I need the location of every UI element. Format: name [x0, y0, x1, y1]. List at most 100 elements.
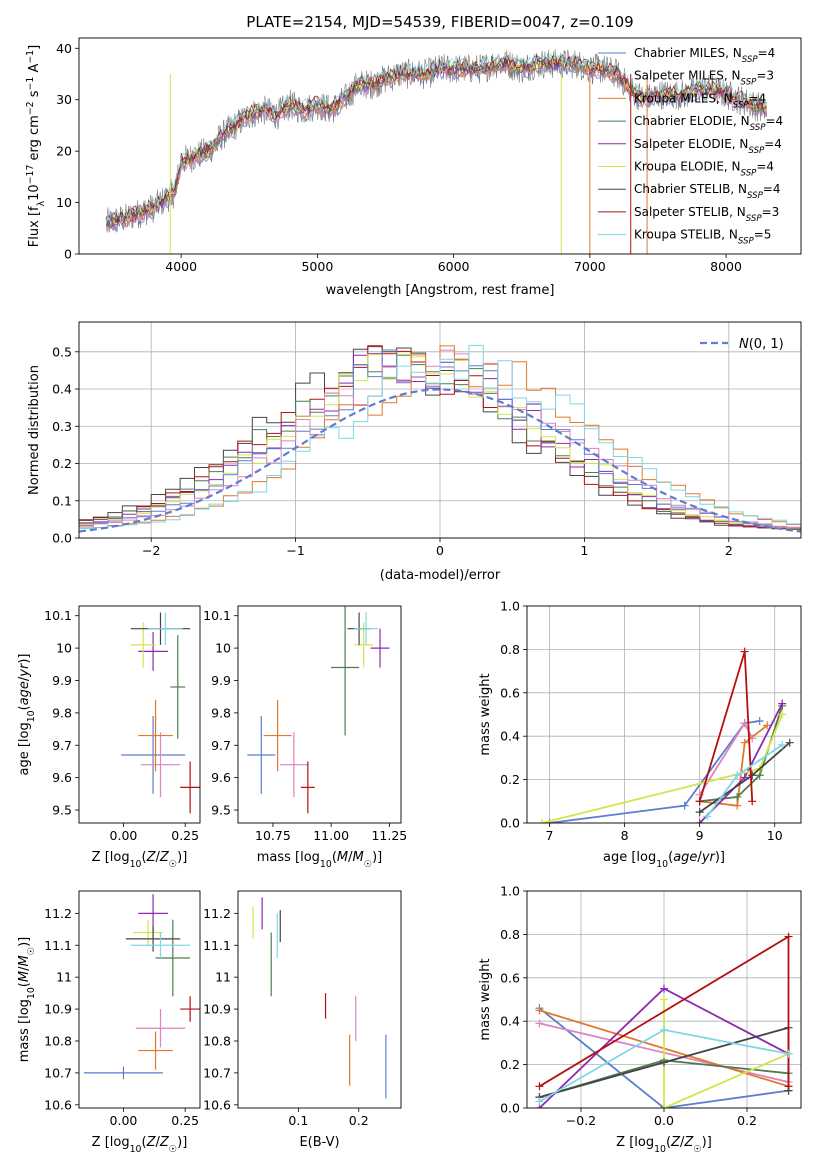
x-tick-label: 11.00: [313, 828, 349, 843]
axes-frame: [237, 890, 402, 1109]
y-tick-label: 11: [215, 970, 231, 985]
x-tick-label: 2: [725, 543, 733, 558]
y-tick-label: 0.1: [52, 493, 72, 508]
y-axis-label: Normed distribution: [27, 365, 42, 495]
y-tick-label: 20: [56, 144, 72, 159]
y-tick-label: 0.0: [500, 1101, 520, 1116]
axes-frame: [237, 605, 402, 824]
x-tick-label: 0: [436, 543, 444, 558]
x-tick-label: 0.25: [171, 828, 199, 843]
weight-marker: [535, 1006, 544, 1015]
axes-frame: [78, 890, 201, 1109]
y-axis-label: mass [log10(M/M☉)]: [17, 937, 37, 1063]
weight-marker: [733, 792, 742, 801]
x-tick-label: 0.0: [654, 1113, 674, 1128]
x-axis-label: Z [log10(Z/Z☉)]: [92, 1135, 188, 1155]
y-tick-label: 10.1: [203, 608, 231, 623]
y-tick-label: 10: [56, 195, 72, 210]
y-tick-label: 11.1: [203, 938, 231, 953]
x-axis-label: (data-model)/error: [380, 568, 501, 583]
y-tick-label: 11: [56, 970, 72, 985]
axes-frame: [526, 890, 802, 1109]
x-axis-label: wavelength [Angstrom, rest frame]: [326, 283, 555, 298]
y-tick-label: 9.7: [52, 738, 72, 753]
legend-entry: Chabrier MILES, NSSP=4: [634, 46, 775, 65]
plot-area-spectrum: [105, 48, 768, 254]
plot-area-weight-vs-age: [538, 647, 794, 823]
weight-marker: [740, 738, 749, 747]
weight-marker: [778, 710, 787, 719]
y-tick-label: 10.1: [44, 608, 72, 623]
plot-area-residuals: [79, 344, 801, 533]
x-tick-label: −2: [142, 543, 160, 558]
weight-marker: [763, 721, 772, 730]
y-tick-label: 9.5: [211, 803, 231, 818]
histogram-2: [79, 345, 801, 529]
chart-title: PLATE=2154, MJD=54539, FIBERID=0047, z=0…: [246, 13, 633, 31]
weight-marker: [733, 801, 742, 810]
y-tick-label: 10.7: [203, 1065, 231, 1080]
histogram-8: [79, 344, 801, 529]
y-tick-label: 9.6: [211, 770, 231, 785]
y-tick-label: 10.7: [44, 1065, 72, 1080]
x-tick-label: 0.00: [110, 828, 138, 843]
y-axis-label: mass weight: [478, 958, 493, 1040]
x-tick-label: 0.00: [110, 1113, 138, 1128]
legend-entry: Chabrier ELODIE, NSSP=4: [634, 114, 783, 133]
y-tick-label: 0.2: [52, 456, 72, 471]
y-tick-label: 0.0: [500, 816, 520, 831]
y-tick-label: 0.3: [52, 419, 72, 434]
axes-frame: [78, 321, 802, 539]
y-tick-label: 0.2: [500, 1057, 520, 1072]
weight-marker: [660, 984, 668, 993]
y-tick-label: 1.0: [500, 884, 520, 899]
weight-marker: [755, 717, 764, 726]
weight-line: [663, 999, 789, 1108]
x-axis-label: age [log10(age/yr)]: [603, 850, 725, 870]
x-tick-label: 10: [767, 828, 783, 843]
y-tick-label: 0.5: [52, 344, 72, 359]
y-tick-label: 10.8: [44, 1033, 72, 1048]
y-tick-label: 0.8: [500, 642, 520, 657]
y-tick-label: 9.8: [52, 705, 72, 720]
plot-area-weight-vs-Z: [535, 932, 793, 1108]
y-tick-label: 9.9: [52, 673, 72, 688]
y-tick-label: 10.6: [203, 1097, 231, 1112]
y-axis-label: age [log10(age/yr)]: [17, 653, 37, 775]
y-tick-label: 30: [56, 92, 72, 107]
legend-entry: Kroupa MILES, NSSP=4: [634, 91, 766, 110]
x-tick-label: 8: [621, 828, 629, 843]
weight-marker: [748, 797, 757, 806]
y-tick-label: 10: [56, 641, 72, 656]
weight-marker: [660, 995, 668, 1004]
y-tick-label: 0.8: [500, 927, 520, 942]
legend-entry: Salpeter ELODIE, NSSP=4: [634, 137, 782, 156]
x-axis-label: Z [log10(Z/Z☉)]: [92, 850, 188, 870]
axes-frame: [78, 605, 201, 824]
x-tick-label: 7000: [574, 259, 606, 274]
y-tick-label: 10.9: [203, 1002, 231, 1017]
x-tick-label: 1: [580, 543, 588, 558]
y-tick-label: 1.0: [500, 599, 520, 614]
weight-marker: [660, 1058, 668, 1067]
weight-marker: [785, 738, 794, 747]
weight-marker: [535, 1097, 544, 1106]
x-axis-label: E(B-V): [299, 1135, 339, 1150]
x-tick-label: 0.1: [288, 1113, 308, 1128]
weight-line: [698, 721, 754, 796]
weight-marker: [784, 932, 793, 941]
weight-marker: [740, 647, 749, 656]
y-axis-label: mass weight: [478, 673, 493, 755]
y-axis-label: Flux [fλ10−17 erg cm−2 s−1 A−1]: [25, 45, 47, 247]
axes-frame: [78, 37, 802, 255]
y-tick-label: 40: [56, 41, 72, 56]
weight-marker: [703, 812, 712, 821]
weight-line: [549, 720, 760, 823]
weight-marker: [535, 1082, 544, 1091]
axes-frame: [526, 605, 802, 824]
x-tick-label: 11.25: [371, 828, 407, 843]
weight-marker: [535, 1019, 544, 1028]
x-tick-label: −0.2: [566, 1113, 596, 1128]
y-tick-label: 0.6: [500, 970, 520, 985]
